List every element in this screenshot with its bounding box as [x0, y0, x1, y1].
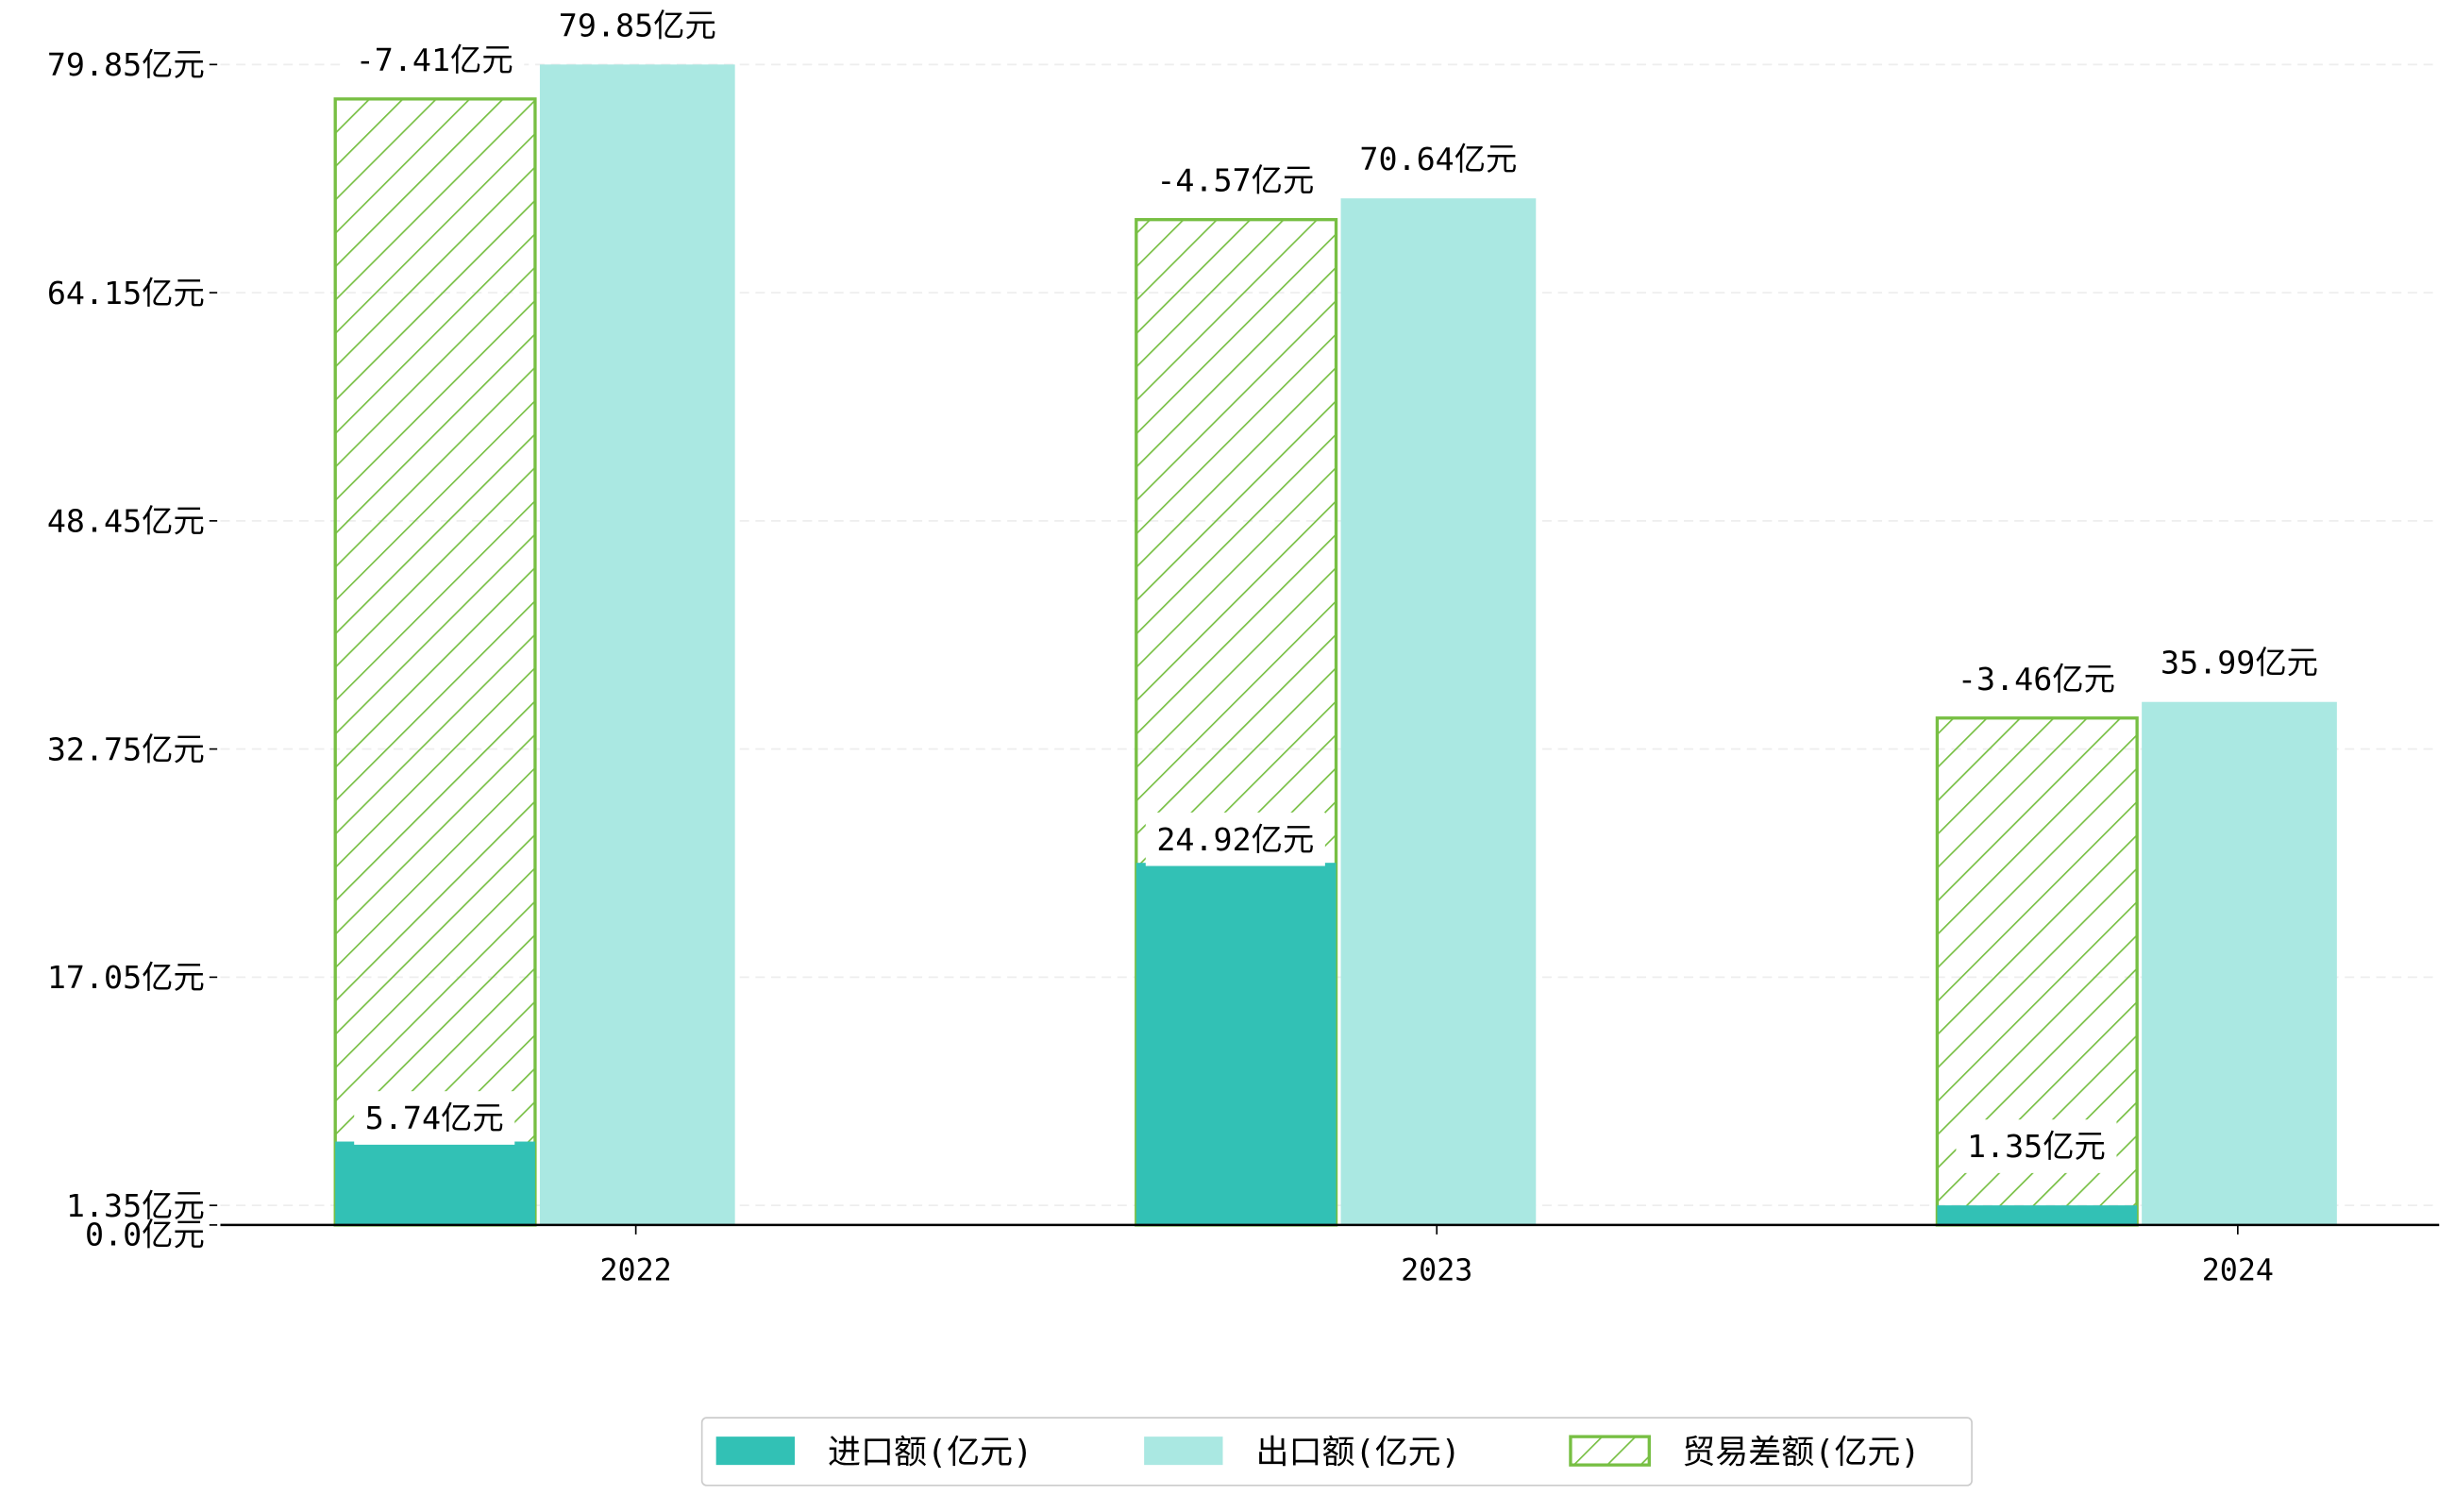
label-import-2022: 5.74亿元 [365, 1100, 504, 1136]
y-tick-label: 1.35亿元 [66, 1187, 205, 1224]
legend-label: 出口额(亿元) [1256, 1434, 1461, 1471]
label-export-2023-bg [1348, 132, 1528, 186]
label-export-2022: 79.85亿元 [559, 7, 716, 43]
bar-export-2023 [1340, 198, 1537, 1225]
bar-trade-balance-2022 [333, 97, 537, 1227]
y-tick-label: 48.45亿元 [47, 503, 205, 540]
label-export-2024-bg [2149, 635, 2329, 690]
label-trade-balance-2022-bg [345, 32, 525, 87]
legend-swatch [1144, 1436, 1223, 1466]
y-tick-label: 64.15亿元 [47, 275, 205, 311]
label-trade-balance-2022: -7.41亿元 [356, 42, 513, 78]
axes: 0.0亿元1.35亿元17.05亿元32.75亿元48.45亿元64.15亿元7… [47, 46, 2440, 1287]
y-tick-label: 79.85亿元 [47, 46, 205, 83]
label-trade-balance-2023-bg [1145, 153, 1325, 208]
label-trade-balance-2023: -4.57亿元 [1156, 162, 1314, 199]
bar-import-2024 [1937, 1205, 2138, 1225]
legend-swatch [715, 1436, 796, 1466]
label-import-2023-bg [1145, 812, 1325, 866]
y-tick-label: 32.75亿元 [47, 731, 205, 767]
y-tick-label: 0.0亿元 [85, 1217, 205, 1253]
x-tick-label: 2022 [600, 1253, 672, 1287]
legend-swatch [1569, 1435, 1651, 1467]
label-export-2023: 70.64亿元 [1359, 141, 1517, 177]
label-import-2024: 1.35亿元 [1967, 1128, 2106, 1165]
y-tick-label: 17.05亿元 [47, 959, 205, 996]
label-import-2024-bg [1956, 1119, 2117, 1173]
data-labels: -7.41亿元 79.85亿元 5.74亿元 -4.57亿元 70.64亿元 24.92亿… [345, 0, 2329, 1173]
legend-label: 进口额(亿元) [828, 1434, 1033, 1471]
x-tick-label: 2024 [2202, 1253, 2274, 1287]
bar-import-2022 [335, 1141, 535, 1225]
label-import-2022-bg [354, 1091, 515, 1145]
x-tick-label: 2023 [1401, 1253, 1472, 1287]
bar-export-2024 [2142, 701, 2337, 1225]
label-trade-balance-2024-bg [1946, 651, 2127, 706]
label-export-2022-bg [547, 0, 728, 53]
bars [333, 64, 2337, 1227]
bar-import-2023 [1135, 863, 1337, 1225]
label-trade-balance-2024: -3.46亿元 [1958, 661, 2115, 697]
bar-export-2022 [539, 64, 735, 1225]
legend-box [700, 1417, 1973, 1487]
legend: 进口额(亿元) 出口额(亿元) 贸易差额(亿元) [700, 1417, 1973, 1487]
label-import-2023: 24.92亿元 [1156, 821, 1314, 858]
label-export-2024: 35.99亿元 [2161, 645, 2318, 681]
legend-label: 贸易差额(亿元) [1682, 1434, 1920, 1471]
